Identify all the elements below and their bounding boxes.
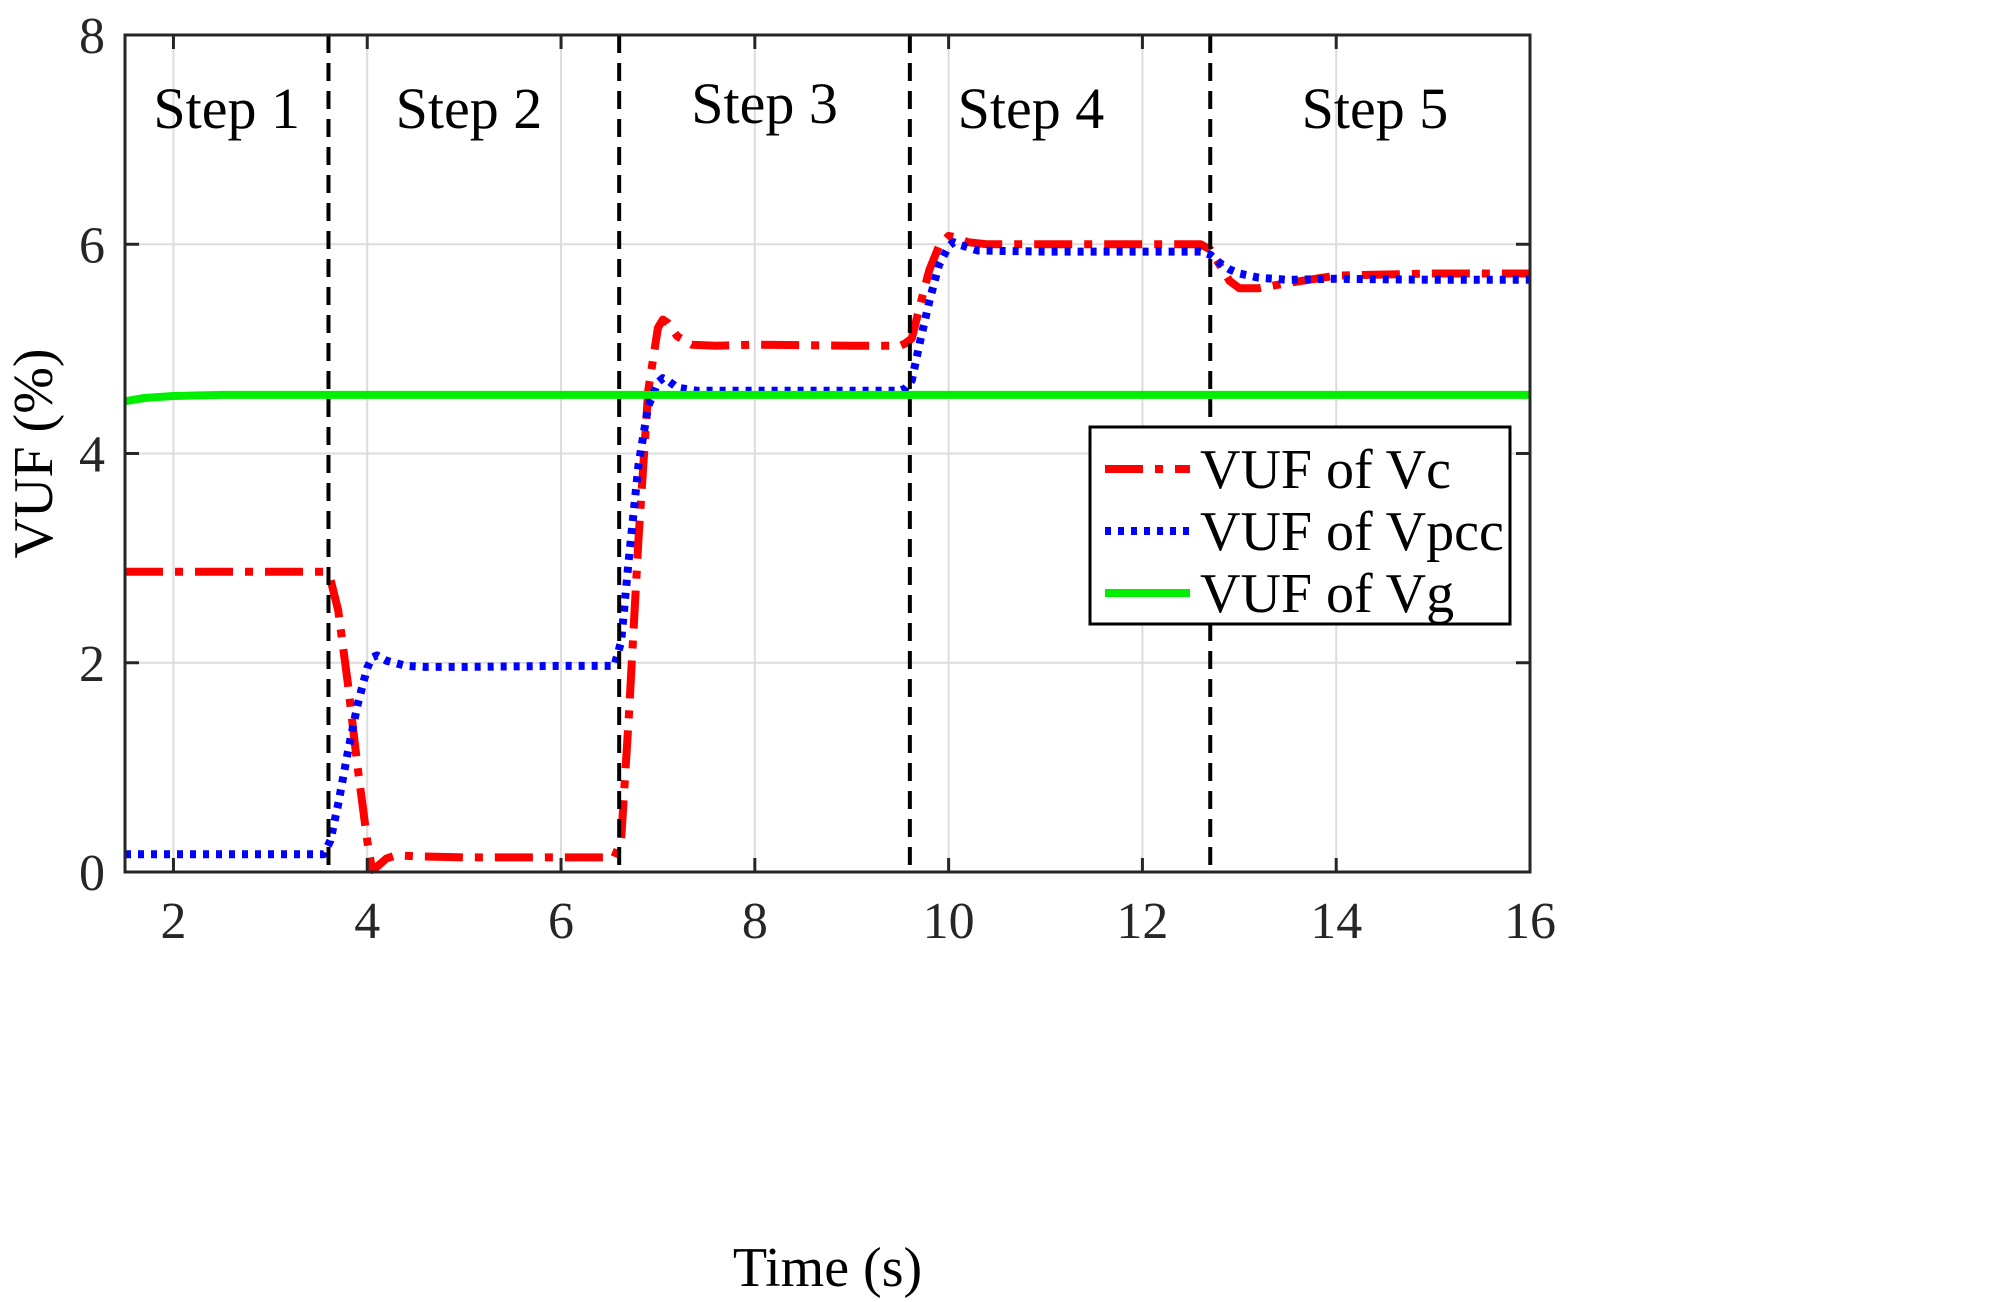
series-line-vuf-of-vpcc (125, 238, 1530, 859)
series-line-vuf-of-vg (124, 390, 1530, 406)
y-tick-label-4: 4 (79, 427, 105, 484)
y-tick-label-8: 8 (79, 8, 105, 65)
x-tick-label-14: 14 (1310, 893, 1362, 950)
legend-entry-vuf-vc: VUF of Vc (1200, 439, 1451, 501)
x-tick-label-8: 8 (742, 893, 768, 950)
y-tick-label-2: 2 (79, 636, 105, 693)
step-label-3: Step 3 (691, 71, 838, 136)
legend-entry-vuf-vg: VUF of Vg (1200, 563, 1454, 625)
x-tick-label-10: 10 (923, 893, 975, 950)
x-axis-title: Time (s) (733, 1237, 922, 1299)
legend-entry-vuf-vpcc: VUF of Vpcc (1200, 501, 1504, 563)
x-tick-label-6: 6 (548, 893, 574, 950)
y-axis-title: VUF (%) (3, 349, 65, 559)
legend: VUF of Vc VUF of Vpcc VUF of Vg (1088, 425, 1512, 626)
x-tick-label-16: 16 (1504, 893, 1556, 950)
step-labels: Step 1 Step 2 Step 3 Step 4 Step 5 (153, 71, 1448, 141)
x-tick-label-4: 4 (354, 893, 380, 950)
series-line-vuf-of-vc (125, 231, 1530, 874)
y-tick-label-0: 0 (79, 845, 105, 902)
step-label-1: Step 1 (153, 76, 300, 141)
x-tick-label-2: 2 (160, 893, 186, 950)
series-layer (124, 231, 1530, 874)
y-tick-label-6: 6 (79, 217, 105, 274)
step-label-4: Step 4 (958, 76, 1105, 141)
step-label-2: Step 2 (396, 76, 543, 141)
step-label-5: Step 5 (1302, 76, 1449, 141)
x-tick-label-12: 12 (1116, 893, 1168, 950)
